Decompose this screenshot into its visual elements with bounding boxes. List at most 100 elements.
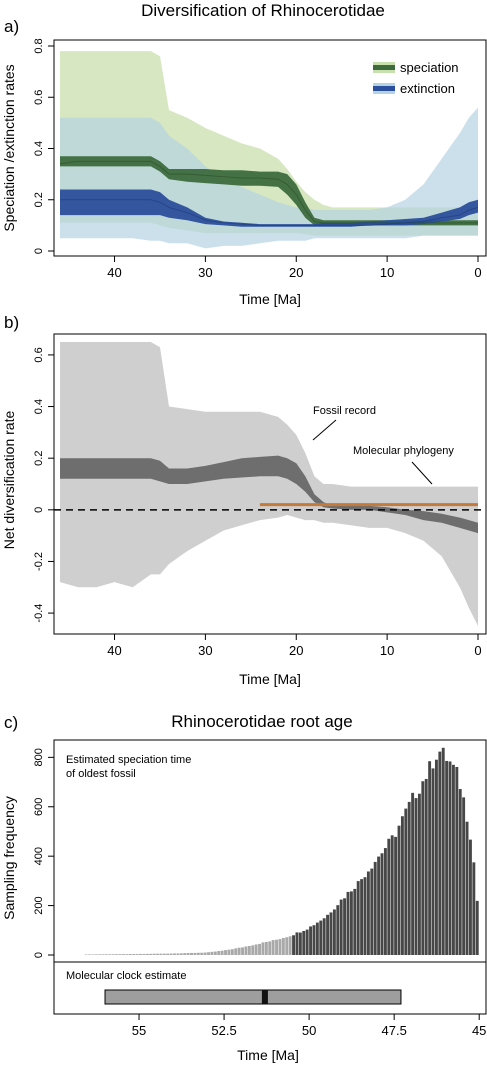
histogram-bar	[258, 943, 261, 955]
panel-a-plot	[59, 51, 479, 249]
histogram-bar	[115, 954, 119, 955]
histogram-bar	[111, 954, 115, 955]
histogram-bar	[312, 925, 316, 955]
panel-c-plot	[84, 747, 479, 1005]
histogram-bar	[366, 871, 370, 955]
histogram-bar	[472, 862, 476, 955]
histogram-bar	[349, 891, 353, 955]
x-tick-label: 55	[132, 1023, 146, 1038]
panel-a-letter: a)	[4, 17, 19, 36]
histogram-bar	[142, 953, 146, 955]
panel-c-frame	[53, 739, 487, 1015]
y-tick-label: 0.4	[33, 141, 45, 156]
histogram-bar	[315, 922, 319, 955]
speciation-inner-band	[60, 156, 478, 226]
histogram-bar	[336, 905, 340, 955]
histogram-bar	[305, 929, 309, 955]
histogram-bar	[468, 839, 472, 955]
histogram-bar	[101, 954, 105, 955]
panel-a-legend: speciation extinction	[373, 60, 459, 96]
histogram-bar	[329, 912, 333, 955]
panel-b-xlabel: Time [Ma]	[239, 671, 301, 687]
histogram-bar	[156, 953, 159, 955]
x-tick-label: 30	[198, 643, 212, 658]
y-tick-label: 0.4	[33, 399, 45, 414]
histogram-bar	[241, 947, 244, 955]
histogram-bar	[332, 909, 336, 955]
y-tick-label: -0.2	[33, 552, 45, 571]
histogram-bar	[190, 952, 193, 955]
annotation-molecular-pointer	[411, 461, 433, 485]
molecular-clock-range	[104, 989, 402, 1005]
hist-note-line1: Estimated speciation time	[66, 754, 191, 766]
y-tick-label: -0.4	[33, 604, 45, 623]
histogram-bar	[339, 899, 343, 955]
histogram-bar	[309, 926, 313, 955]
histogram-bar	[370, 868, 374, 955]
histogram-bar	[268, 941, 272, 955]
histogram-bar	[139, 953, 142, 955]
histogram-bar	[445, 760, 449, 955]
panel-a-xlabel: Time [Ma]	[239, 291, 301, 307]
x-tick-label: 10	[380, 643, 394, 658]
y-tick-label: 0.6	[33, 347, 45, 362]
histogram-bar	[343, 898, 347, 955]
legend-label-speciation: speciation	[400, 60, 459, 75]
histogram-bar	[424, 778, 428, 955]
histogram-bar	[288, 936, 292, 955]
histogram-bar	[94, 954, 98, 955]
histogram-bar	[295, 932, 299, 955]
x-tick-label: 40	[107, 643, 121, 658]
histogram-bar	[149, 953, 153, 955]
histogram-bar	[224, 950, 227, 955]
histogram-bar	[428, 761, 432, 955]
histogram-bar	[196, 952, 200, 955]
histogram-bar	[203, 952, 207, 955]
histogram-bar	[169, 953, 173, 955]
histogram-bar	[363, 877, 367, 955]
histogram-bar	[353, 888, 357, 955]
histogram-bar	[394, 836, 398, 955]
histogram-bar	[173, 953, 176, 955]
histogram-bar	[326, 914, 330, 955]
histogram-bar	[400, 816, 404, 955]
histogram-bar	[118, 954, 122, 955]
y-tick-label: 400	[33, 847, 45, 865]
histogram-bar	[438, 751, 442, 955]
y-tick-label: 0.6	[33, 90, 45, 105]
y-tick-label: 800	[33, 748, 45, 766]
histogram-bar	[210, 951, 214, 955]
histogram-bar	[319, 920, 323, 955]
histogram-bar	[285, 937, 289, 955]
histogram-bar	[414, 798, 418, 955]
x-tick-label: 0	[474, 643, 481, 658]
histogram-bar	[254, 944, 258, 955]
histogram-bar	[407, 801, 411, 955]
histogram-bar	[91, 954, 95, 955]
histogram-bar	[247, 946, 251, 955]
histogram-bar	[271, 940, 275, 955]
histogram-bar	[227, 949, 231, 955]
panel-b-frame	[53, 333, 487, 635]
histogram-bar	[186, 952, 190, 955]
histogram-bar	[183, 953, 187, 955]
histogram-bar	[237, 947, 241, 955]
panel-c-letter: c)	[4, 713, 18, 732]
histogram-bar	[346, 891, 350, 955]
annotation-molecular-phylogeny: Molecular phylogeny	[353, 445, 454, 457]
y-tick-label: 0.8	[33, 38, 45, 53]
histogram-bar	[387, 838, 391, 955]
molecular-clock-point	[261, 990, 268, 1004]
x-tick-label: 52.5	[211, 1023, 236, 1038]
histogram-bar	[298, 932, 302, 955]
histogram-bar	[193, 952, 197, 955]
histogram-bar	[122, 954, 125, 955]
panel-c-ylabel: Sampling frequency	[1, 796, 17, 920]
histogram-bar	[145, 953, 149, 955]
extinction-median-line	[60, 199, 479, 226]
x-tick-label: 40	[107, 265, 121, 280]
panel-c-title: Rhinocerotidae root age	[171, 712, 352, 731]
histogram-bar	[159, 953, 163, 955]
y-tick-label: 0	[33, 248, 45, 254]
